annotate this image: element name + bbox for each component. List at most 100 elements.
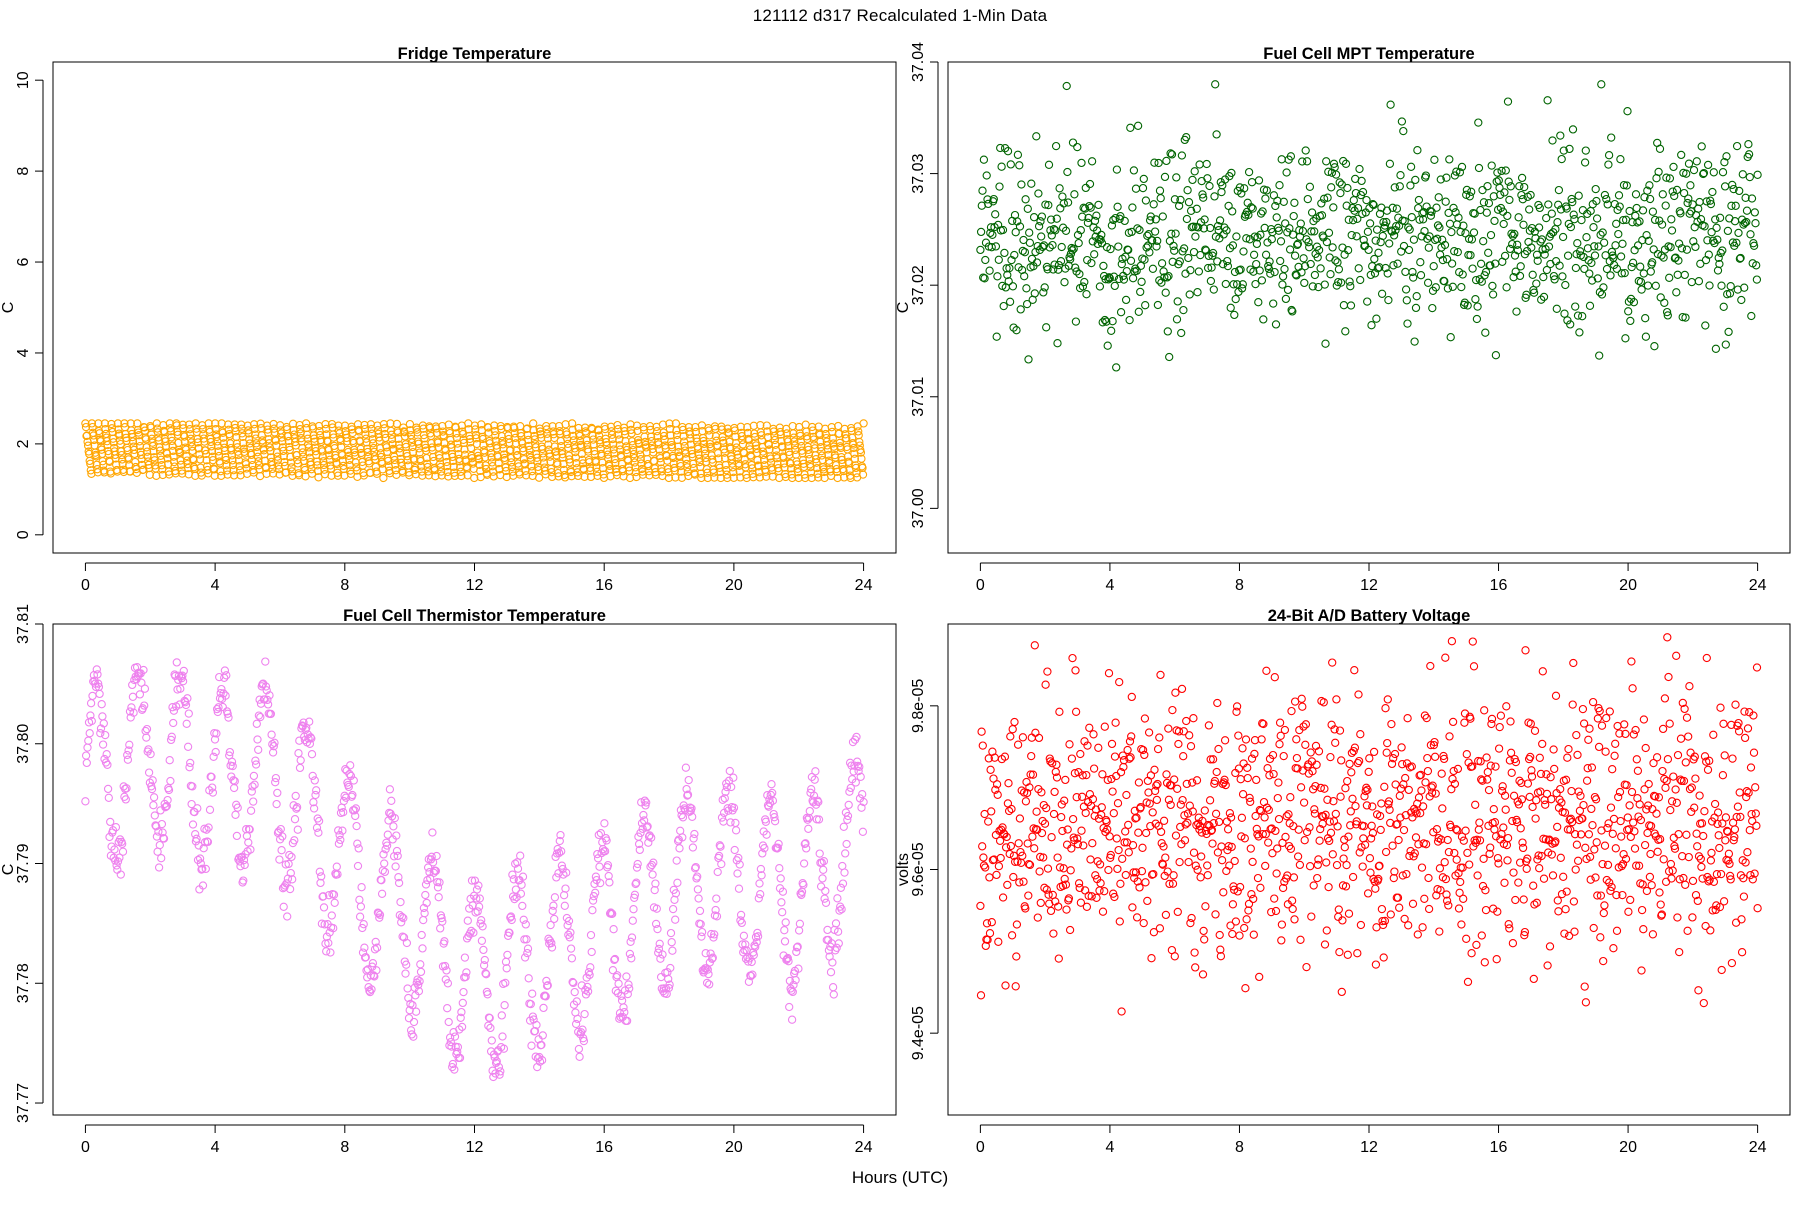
data-point [1368, 822, 1375, 829]
data-point [1383, 848, 1390, 855]
data-point [1539, 668, 1546, 675]
data-point [1141, 715, 1148, 722]
data-point [1676, 949, 1683, 956]
data-point [1660, 725, 1667, 732]
data-point [1099, 771, 1106, 778]
data-point [1185, 859, 1192, 866]
data-point [1694, 843, 1701, 850]
data-point [1707, 857, 1714, 864]
data-point [1540, 875, 1547, 882]
data-point [1349, 795, 1356, 802]
data-point [1156, 925, 1163, 932]
data-point [1404, 715, 1411, 722]
data-point [1338, 988, 1345, 995]
data-point [1696, 792, 1703, 799]
data-point [979, 742, 986, 749]
data-point [1572, 866, 1579, 873]
data-point [1072, 667, 1079, 674]
x-tick-label: 8 [1235, 1139, 1244, 1156]
data-point [1058, 814, 1065, 821]
data-point [1573, 841, 1580, 848]
data-point [1184, 819, 1191, 826]
data-point [1653, 810, 1660, 817]
data-point [1042, 681, 1049, 688]
data-point [1613, 927, 1620, 934]
data-point [1223, 818, 1230, 825]
data-point [1338, 757, 1345, 764]
data-point [1314, 875, 1321, 882]
data-point [1504, 857, 1511, 864]
data-point [1151, 766, 1158, 773]
data-point [1099, 908, 1106, 915]
data-point [1679, 853, 1686, 860]
data-point [1256, 973, 1263, 980]
data-point [1086, 724, 1093, 731]
data-point [1695, 987, 1702, 994]
data-point [1446, 733, 1453, 740]
data-point [1044, 865, 1051, 872]
data-point [1323, 859, 1330, 866]
data-point [1298, 784, 1305, 791]
data-point [1295, 853, 1302, 860]
data-point [1544, 962, 1551, 969]
data-point [1642, 842, 1649, 849]
data-point [1438, 770, 1445, 777]
data-point [1344, 778, 1351, 785]
data-point [1240, 791, 1247, 798]
data-point [1332, 739, 1339, 746]
data-point [997, 854, 1004, 861]
data-point [1436, 928, 1443, 935]
data-point [1546, 943, 1553, 950]
data-point [1609, 766, 1616, 773]
data-point [1315, 856, 1322, 863]
data-point [1007, 842, 1014, 849]
data-point [1087, 856, 1094, 863]
data-point [1636, 801, 1643, 808]
y-tick-label: 9.6e-05 [910, 842, 927, 896]
data-point [1657, 901, 1664, 908]
data-point [1685, 854, 1692, 861]
data-point [1337, 793, 1344, 800]
data-point [1409, 900, 1416, 907]
data-point [1225, 826, 1232, 833]
data-point [1677, 735, 1684, 742]
data-point [1570, 659, 1577, 666]
data-point [1395, 836, 1402, 843]
data-point [1101, 888, 1108, 895]
data-point [1326, 837, 1333, 844]
data-point [1255, 833, 1262, 840]
data-point [1359, 863, 1366, 870]
data-point [1488, 715, 1495, 722]
data-point [1629, 685, 1636, 692]
data-point [1063, 906, 1070, 913]
data-point [1654, 754, 1661, 761]
data-point [1495, 860, 1502, 867]
data-point [1625, 908, 1632, 915]
data-point [1689, 877, 1696, 884]
data-point [1536, 865, 1543, 872]
data-point [1426, 905, 1433, 912]
data-point [1232, 918, 1239, 925]
data-point [1673, 652, 1680, 659]
data-point [1078, 827, 1085, 834]
data-point [1125, 821, 1132, 828]
data-point [1028, 734, 1035, 741]
data-point [1212, 911, 1219, 918]
data-point [1387, 911, 1394, 918]
data-point [1004, 881, 1011, 888]
data-point [1463, 935, 1470, 942]
data-point [1501, 879, 1508, 886]
data-point [1170, 872, 1177, 879]
data-point [1552, 692, 1559, 699]
data-point [1320, 699, 1327, 706]
data-point [1372, 885, 1379, 892]
data-point [1297, 936, 1304, 943]
data-point [1577, 792, 1584, 799]
data-point [1507, 718, 1514, 725]
data-point [1281, 726, 1288, 733]
data-point [1244, 775, 1251, 782]
data-point [1512, 896, 1519, 903]
data-point [1402, 774, 1409, 781]
data-point [1114, 865, 1121, 872]
data-point [1082, 809, 1089, 816]
